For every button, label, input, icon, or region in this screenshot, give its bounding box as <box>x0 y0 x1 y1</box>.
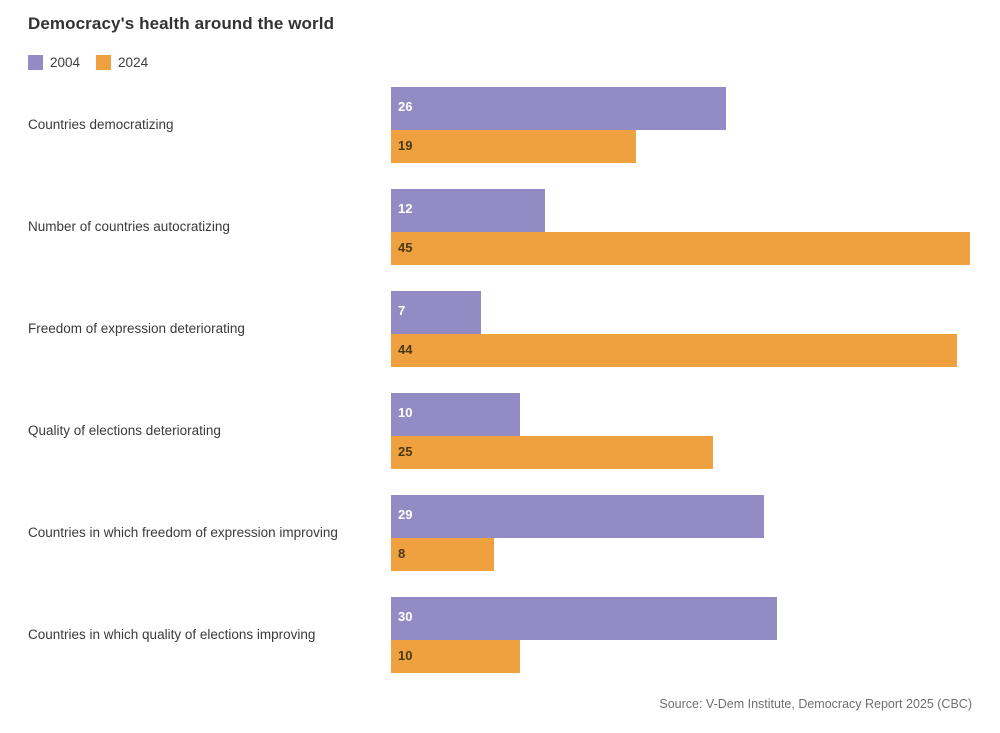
bar-2004[interactable]: 30 <box>391 597 777 640</box>
source-note: Source: V-Dem Institute, Democracy Repor… <box>659 697 972 711</box>
bar-value-label: 25 <box>398 444 413 459</box>
bar-value-label: 30 <box>398 609 413 624</box>
bar-value-label: 45 <box>398 240 413 255</box>
bar-2024[interactable]: 45 <box>391 232 970 265</box>
bar-2024[interactable]: 19 <box>391 130 636 163</box>
legend-label-2004: 2004 <box>50 54 81 70</box>
bar-value-label: 44 <box>398 342 413 357</box>
bar-value-label: 10 <box>398 405 413 420</box>
bar-value-label: 7 <box>398 303 406 318</box>
bar-2024[interactable]: 8 <box>391 538 494 571</box>
bar-2004[interactable]: 10 <box>391 393 520 436</box>
bar-2024[interactable]: 44 <box>391 334 957 367</box>
category-label: Freedom of expression deteriorating <box>28 321 245 336</box>
bar-value-label: 8 <box>398 546 406 561</box>
bar-2004[interactable]: 7 <box>391 291 481 334</box>
bar-value-label: 10 <box>398 648 413 663</box>
bar-2004[interactable]: 12 <box>391 189 545 232</box>
category-label: Number of countries autocratizing <box>28 219 230 234</box>
bar-value-label: 26 <box>398 99 413 114</box>
category-label: Countries democratizing <box>28 117 174 132</box>
legend-swatch-2024-icon <box>96 55 112 70</box>
legend-item-2004[interactable]: 2004 <box>28 55 80 70</box>
legend-label-2024: 2024 <box>118 54 149 70</box>
bar-2004[interactable]: 26 <box>391 87 726 130</box>
legend-item-2024[interactable]: 2024 <box>96 55 148 70</box>
category-label: Quality of elections deteriorating <box>28 423 221 438</box>
category-label: Countries in which freedom of expression… <box>28 525 338 540</box>
chart-legend: 2004 2024 <box>28 55 148 70</box>
category-label: Countries in which quality of elections … <box>28 627 316 642</box>
plot-area: Countries democratizing 26 19 Number of cou… <box>28 87 970 673</box>
bar-2004[interactable]: 29 <box>391 495 764 538</box>
chart-title: Democracy's health around the world <box>28 14 335 33</box>
bar-value-label: 12 <box>398 201 413 216</box>
bar-value-label: 19 <box>398 138 413 153</box>
bar-2024[interactable]: 10 <box>391 640 520 673</box>
bar-value-label: 29 <box>398 507 413 522</box>
bar-2024[interactable]: 25 <box>391 436 713 469</box>
legend-swatch-2004-icon <box>28 55 43 70</box>
